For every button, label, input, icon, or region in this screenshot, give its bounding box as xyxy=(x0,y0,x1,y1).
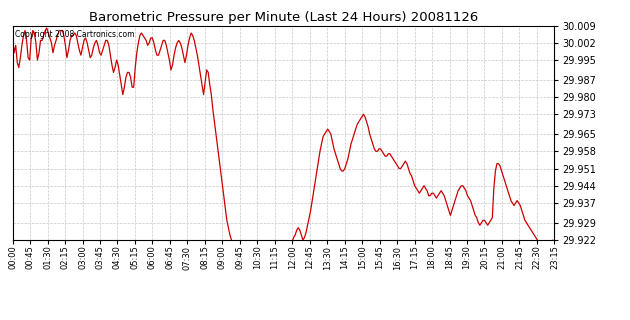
Title: Barometric Pressure per Minute (Last 24 Hours) 20081126: Barometric Pressure per Minute (Last 24 … xyxy=(89,12,478,24)
Text: Copyright 2008 Cartronics.com: Copyright 2008 Cartronics.com xyxy=(15,30,135,39)
